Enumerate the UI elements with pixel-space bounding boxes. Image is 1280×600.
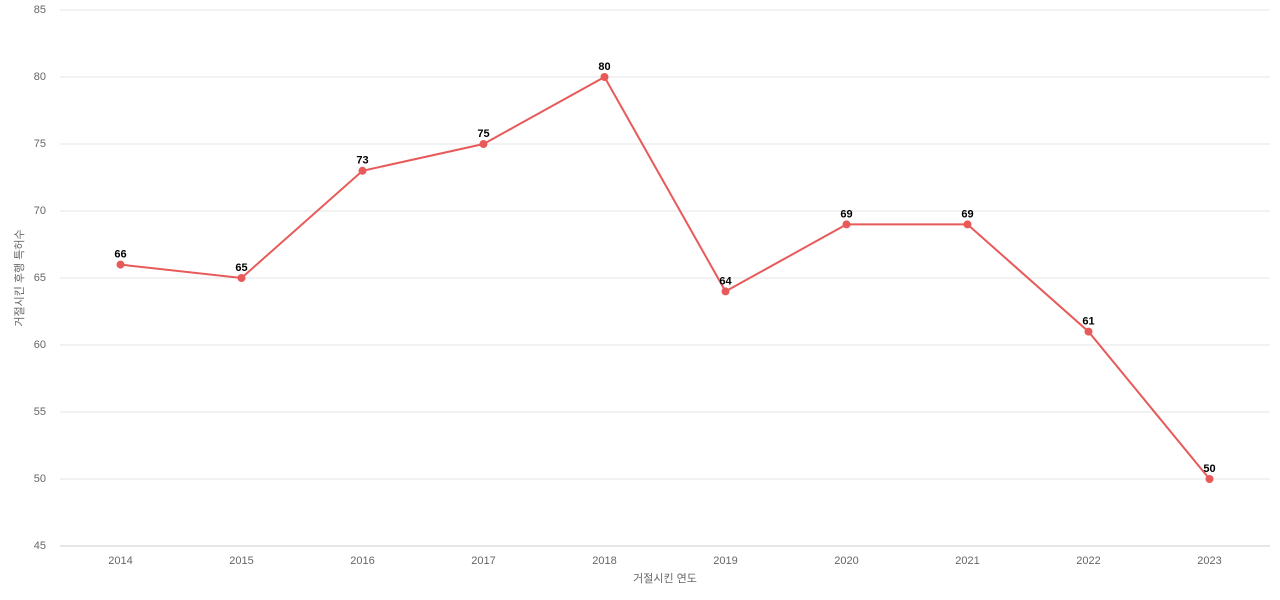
point xyxy=(1205,475,1214,483)
line xyxy=(120,75,1211,480)
y-axis-label: 거절시킨 후행 특허수 xyxy=(13,229,26,326)
y-tick-label: 75 xyxy=(34,138,46,150)
x-tick-label: 2014 xyxy=(108,555,132,567)
y-tick-label: 55 xyxy=(34,406,46,418)
x-tick-label: 2022 xyxy=(1076,555,1100,567)
x-tick-label: 2023 xyxy=(1197,555,1221,567)
value-label: 80 xyxy=(598,61,610,73)
point xyxy=(237,274,246,282)
y-tick-label: 85 xyxy=(34,4,46,16)
value-label: 61 xyxy=(1082,316,1094,328)
x-tick-label: 2021 xyxy=(955,555,979,567)
point xyxy=(1084,327,1093,336)
y-tick-label: 45 xyxy=(34,540,46,552)
x-tick-label: 2020 xyxy=(834,555,858,567)
y-tick-label: 70 xyxy=(34,205,46,217)
x-tick-label: 2017 xyxy=(471,555,495,567)
point xyxy=(116,260,125,269)
value-label: 69 xyxy=(840,208,852,220)
point xyxy=(842,220,851,229)
y-tick-label: 50 xyxy=(34,473,46,485)
value-label: 66 xyxy=(114,249,126,261)
value-label: 50 xyxy=(1203,463,1215,475)
point xyxy=(721,287,730,296)
y-tick-label: 60 xyxy=(34,339,46,351)
value-label: 69 xyxy=(961,208,973,220)
x-tick-label: 2019 xyxy=(713,555,737,567)
x-axis-label: 거절시킨 연도 xyxy=(633,572,697,585)
point xyxy=(479,140,488,148)
point xyxy=(358,166,367,175)
value-label: 75 xyxy=(477,128,489,140)
x-tick-label: 2018 xyxy=(592,555,616,567)
point xyxy=(600,73,609,81)
x-tick-label: 2015 xyxy=(229,555,253,567)
value-label: 64 xyxy=(719,275,732,287)
y-tick-label: 80 xyxy=(34,71,46,83)
y-tick-label: 65 xyxy=(34,272,46,284)
x-tick-label: 2016 xyxy=(350,555,374,567)
value-label: 73 xyxy=(356,155,368,167)
value-label: 65 xyxy=(235,262,247,274)
point xyxy=(963,220,972,229)
